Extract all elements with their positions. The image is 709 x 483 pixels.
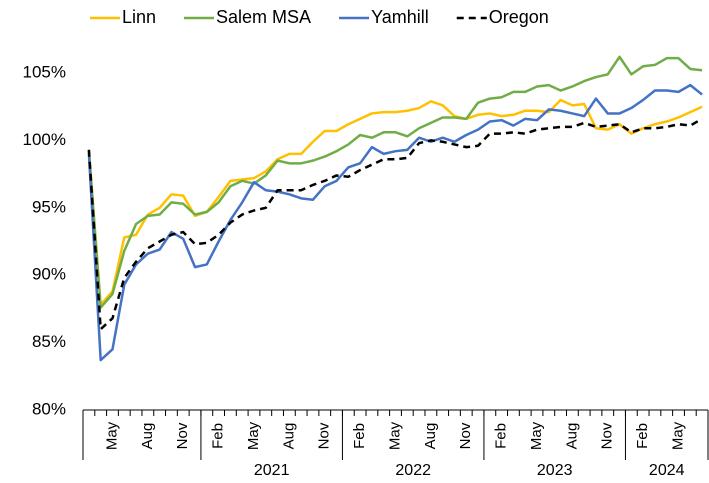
series-line [87, 55, 703, 309]
year-label: 2021 [254, 462, 290, 479]
y-tick-label: 95% [32, 197, 66, 216]
x-tick-label: May [103, 421, 120, 450]
legend-label: Salem MSA [216, 7, 311, 27]
x-tick-label: May [245, 421, 262, 450]
x-tick-label: Aug [280, 423, 297, 450]
series-line [87, 117, 703, 331]
x-tick-label: Aug [563, 423, 580, 450]
x-tick-label: May [528, 421, 545, 450]
x-tick-label: Aug [139, 423, 156, 450]
year-label: 2024 [649, 462, 685, 479]
x-tick-label: Feb [634, 423, 651, 449]
y-tick-label: 85% [32, 332, 66, 351]
x-tick-label: May [386, 421, 403, 450]
x-tick-label: Feb [210, 423, 227, 449]
x-tick-label: Nov [599, 422, 616, 449]
x-tick-label: Nov [174, 422, 191, 449]
y-tick-label: 90% [32, 265, 66, 284]
x-tick-label: Nov [316, 422, 333, 449]
legend-label: Yamhill [371, 7, 429, 27]
year-label: 2022 [395, 462, 431, 479]
year-label: 2023 [537, 462, 573, 479]
y-tick-label: 100% [23, 130, 66, 149]
series-line [87, 83, 703, 362]
x-tick-label: Feb [351, 423, 368, 449]
x-tick-label: May [669, 421, 686, 450]
x-tick-label: Aug [422, 423, 439, 450]
x-tick-label: Feb [493, 423, 510, 449]
series-line [87, 98, 703, 307]
legend-label: Linn [122, 7, 156, 27]
x-tick-label: Nov [457, 422, 474, 449]
y-tick-label: 80% [32, 399, 66, 418]
y-tick-label: 105% [23, 62, 66, 81]
legend-label: Oregon [489, 7, 549, 27]
